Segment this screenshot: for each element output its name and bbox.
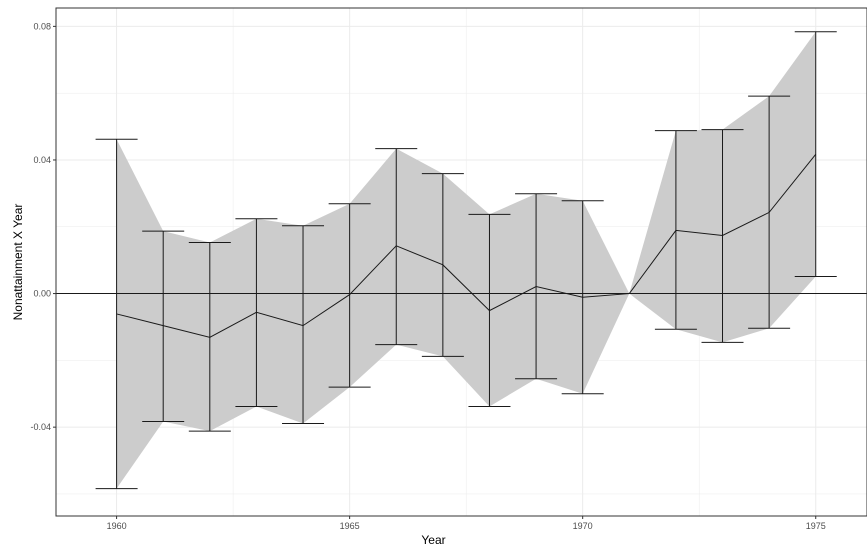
x-axis-ticks: 1960 1965 1970 1975: [107, 516, 826, 531]
error-bar: [375, 148, 418, 346]
y-axis-ticks: -0.04 0.00 0.04 0.08: [30, 21, 56, 432]
y-tick-label: -0.04: [30, 422, 51, 432]
y-tick-label: 0.04: [33, 155, 51, 165]
panel-border: [55, 7, 867, 517]
x-tick-label: 1965: [340, 521, 360, 531]
error-bar: [282, 225, 325, 424]
estimate-series-line: [116, 153, 817, 338]
x-axis-title: Year: [421, 533, 445, 546]
y-tick-label: 0.08: [33, 21, 51, 31]
error-bar: [328, 203, 371, 388]
confidence-band: [116, 31, 816, 489]
x-tick-label: 1970: [573, 521, 593, 531]
x-tick-label: 1975: [806, 521, 826, 531]
error-bar: [794, 31, 837, 278]
error-bar: [142, 230, 185, 422]
ci-band: [116, 31, 816, 489]
y-tick-label: 0.00: [33, 289, 51, 299]
estimate-line: [116, 153, 817, 338]
y-axis-title: Nonattainment X Year: [11, 204, 25, 321]
x-tick-label: 1960: [107, 521, 127, 531]
